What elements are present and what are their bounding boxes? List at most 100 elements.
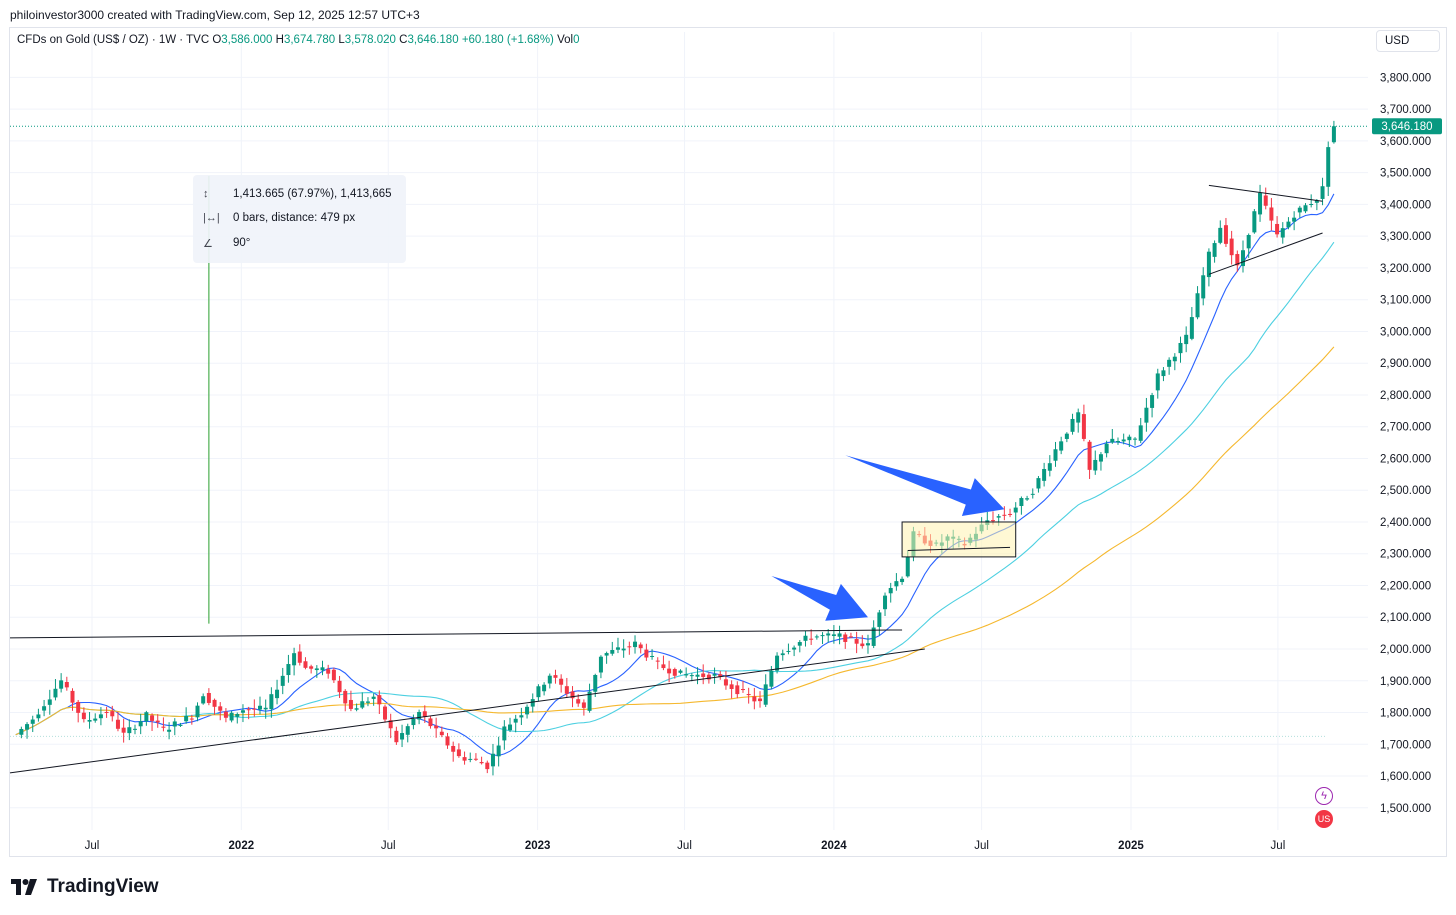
candle-down [394,730,399,743]
candle-up [780,653,785,656]
candle-up [1042,468,1047,481]
candle-up [1297,207,1302,213]
candle-up [587,691,592,711]
candle-down [223,711,228,718]
measure-angle: 90° [233,237,251,249]
candle-up [1246,234,1251,249]
candle-up [513,718,518,723]
y-tick-label: 2,100.000 [1380,612,1431,624]
candle-down [212,699,217,707]
candle-up [1184,334,1189,345]
candle-down [303,661,308,668]
tradingview-logo-icon [11,879,37,895]
candle-up [604,653,609,656]
y-tick-label: 1,800.000 [1380,708,1431,720]
candle-up [53,688,58,698]
candle-up [496,745,501,757]
candle-up [417,711,422,720]
candle-down [672,669,677,676]
candle-up [1019,498,1024,507]
candle-up [1206,251,1211,278]
x-tick-label: 2024 [821,840,847,852]
candle-down [1229,238,1234,256]
currency-button[interactable]: USD [1376,30,1440,52]
candle-down [479,762,484,764]
candle-down [718,674,723,677]
candle-up [365,701,370,703]
candle-up [1133,438,1138,440]
grid [10,32,1368,830]
candle-up [650,655,655,657]
candle-down [377,695,382,705]
candle-down [155,720,160,723]
candle-up [814,636,819,638]
candle-up [184,716,189,722]
candle-down [809,638,814,640]
candle-up [235,713,240,717]
y-tick-label: 2,500.000 [1380,485,1431,497]
y-tick-label: 1,700.000 [1380,739,1431,751]
candle-up [87,720,92,722]
measure-tooltip: ↕ 1,413.665 (67.97%), 1,413,665 |↔| 0 ba… [193,175,406,263]
candle-up [888,587,893,594]
candle-up [1167,359,1172,367]
candle-down [553,675,558,678]
candle-up [508,724,513,731]
candle-up [19,728,24,735]
candle-down [150,715,155,721]
candle-down [735,685,740,695]
candle-up [405,726,410,735]
candle-up [519,715,524,718]
candle-down [76,701,81,713]
measure-price-row: ↕ 1,413.665 (67.97%), 1,413,665 [203,186,392,202]
candle-down [559,678,564,685]
candle-up [684,674,689,676]
candle-up [167,729,172,732]
candle-up [621,648,626,651]
last-price-badge-bg [1372,118,1442,135]
candle-down [110,711,115,717]
candle-up [837,633,842,637]
chart-credit: philoinvestor3000 created with TradingVi… [10,8,420,22]
candle-down [115,719,120,729]
legend-high: 3,674.780 [283,34,336,46]
candle-down [161,726,166,728]
candle-up [1047,463,1052,471]
candle-up [490,753,495,767]
legend-open: 3,586.000 [221,34,273,46]
candle-down [843,634,848,642]
candle-up [138,721,143,727]
candle-up [1292,217,1297,222]
candle-down [706,674,711,680]
candle-up [786,650,791,652]
candle-up [1150,395,1155,408]
candle-down [383,706,388,720]
candle-up [133,728,138,730]
trend-line [1208,232,1323,275]
tradingview-brand[interactable]: TradingView [11,876,159,898]
legend-high-label: H [275,34,284,46]
candle-up [593,674,598,692]
candle-up [1098,454,1103,462]
candle-up [905,557,910,577]
candle-down [655,660,660,662]
legend-open-label: O [212,34,222,46]
legend-close-label: C [399,34,408,46]
candle-down [1081,414,1086,439]
candle-down [854,639,859,644]
highlight-arrow [845,455,1005,516]
us-economic-event-icon[interactable]: US [1315,810,1333,828]
candle-down [1235,254,1240,266]
candle-up [695,674,700,677]
trend-line [907,546,1011,552]
candle-down [456,749,461,757]
candle-up [598,656,603,673]
candle-up [1115,440,1120,443]
dividend-event-icon[interactable]: ϟ [1315,787,1333,805]
candle-up [1252,211,1257,233]
candle-up [144,712,149,722]
candle-down [1087,441,1092,470]
symbol-legend: CFDs on Gold (US$ / OZ) · 1W · TVC O3,58… [17,34,580,46]
legend-low: 3,578.020 [344,34,396,46]
